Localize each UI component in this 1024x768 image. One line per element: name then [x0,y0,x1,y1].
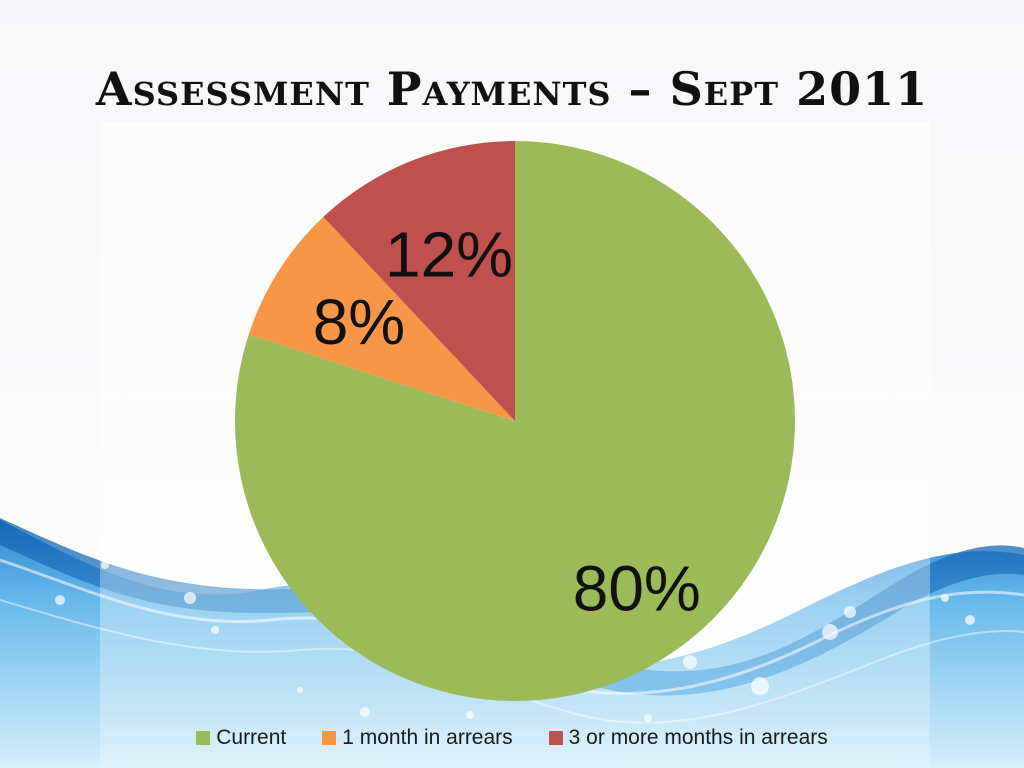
legend-label: 3 or more months in arrears [568,726,828,749]
data-label: 8% [313,286,406,358]
legend-item: Current [196,726,286,750]
chart-title: Assessment Payments – Sept 2011 [95,62,929,116]
legend-item: 1 month in arrears [322,726,513,750]
legend-label: Current [216,726,287,749]
pie-slice-3-or-more-months-in-arrears [323,141,515,421]
legend-swatch [196,731,211,745]
legend-swatch [322,731,337,745]
data-label: 12% [385,218,513,290]
pie-slice-current [235,141,796,701]
pie-slice-1-month-in-arrears [248,216,516,421]
data-label: 80% [573,553,701,625]
legend-label: 1 month in arrears [342,726,513,749]
legend-swatch [548,731,563,745]
legend-item: 3 or more months in arrears [548,726,828,750]
chart-legend: Current 1 month in arrears 3 or more month… [0,726,1024,750]
